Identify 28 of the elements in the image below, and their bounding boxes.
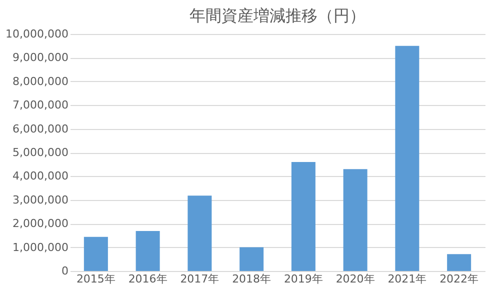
y-tick-label: 8,000,000 [12,74,68,88]
x-tick-label: 2015年 [76,272,116,286]
y-tick-label: 6,000,000 [12,122,68,136]
y-tick-label: 1,000,000 [12,240,68,254]
y-tick-label: 4,000,000 [12,170,68,183]
y-tick-label: 3,000,000 [12,193,68,206]
x-tick-label: 2020年 [336,272,375,286]
bar [188,196,212,271]
y-tick-label: 0 [62,264,68,278]
x-tick-label: 2016年 [128,272,168,286]
bar [84,236,108,271]
y-tick-label: 5,000,000 [12,146,68,159]
x-tick-label: 2022年 [440,272,479,286]
bar [447,254,472,271]
bar [240,247,264,271]
bar [343,169,368,271]
bar [395,46,420,271]
y-tick-label: 2,000,000 [12,217,68,230]
chart-title: 年間資産増減推移（円） [190,6,366,25]
y-tick-label: 7,000,000 [12,98,68,112]
x-tick-label: 2019年 [284,272,323,286]
bar [291,162,316,271]
x-tick-label: 2017年 [180,272,220,286]
y-tick-label: 10,000,000 [6,28,68,40]
x-tick-label: 2018年 [232,272,272,286]
y-tick-label: 9,000,000 [12,51,68,64]
x-tick-label: 2021年 [388,272,427,286]
bar [136,230,160,271]
